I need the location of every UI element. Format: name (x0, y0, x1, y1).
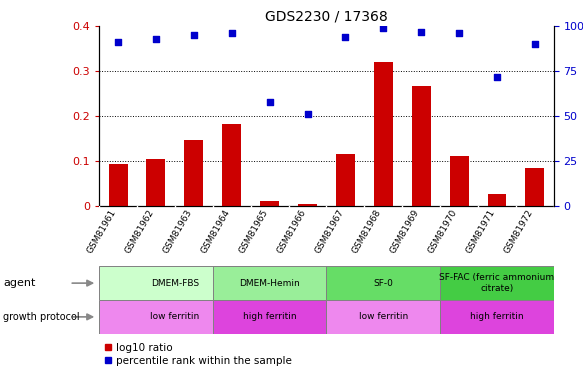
Point (492, 74, 501, 80)
Point (189, 32, 198, 38)
Bar (525, 168, 545, 206)
Point (340, 34, 350, 40)
Bar (440, 300, 554, 334)
Text: SF-FAC (ferric ammonium
citrate): SF-FAC (ferric ammonium citrate) (440, 273, 554, 293)
Bar (222, 124, 241, 206)
Point (379, 25, 388, 31)
Bar (449, 156, 469, 206)
Text: SF-0: SF-0 (373, 279, 394, 288)
Text: GSM81972: GSM81972 (503, 208, 535, 255)
Point (416, 28, 426, 34)
Bar (374, 62, 393, 206)
Point (227, 30, 237, 36)
Bar (326, 266, 440, 300)
Point (303, 111, 312, 117)
Bar (99, 300, 251, 334)
Text: GSM81964: GSM81964 (199, 208, 232, 255)
Text: GSM81968: GSM81968 (351, 208, 384, 255)
Bar (298, 204, 317, 206)
Text: low ferritin: low ferritin (359, 312, 408, 321)
Text: GSM81966: GSM81966 (275, 208, 308, 255)
Text: GSM81971: GSM81971 (465, 208, 497, 255)
Point (151, 36, 160, 42)
Bar (213, 266, 326, 300)
Point (113, 39, 123, 45)
Bar (487, 194, 507, 206)
Bar (260, 201, 279, 206)
Bar (99, 266, 251, 300)
Bar (184, 140, 203, 206)
Text: DMEM-Hemin: DMEM-Hemin (239, 279, 300, 288)
Bar (326, 300, 440, 334)
Bar (213, 300, 326, 334)
Text: GSM81965: GSM81965 (237, 208, 269, 255)
Text: low ferritin: low ferritin (150, 312, 199, 321)
Text: GSM81963: GSM81963 (161, 208, 194, 255)
Legend: log10 ratio, percentile rank within the sample: log10 ratio, percentile rank within the … (104, 343, 292, 366)
Text: GSM81961: GSM81961 (86, 208, 118, 255)
Text: growth protocol: growth protocol (3, 312, 79, 322)
Text: GSM81967: GSM81967 (313, 208, 345, 255)
Point (454, 30, 463, 36)
Point (530, 41, 539, 47)
Bar (440, 266, 554, 300)
Text: high ferritin: high ferritin (470, 312, 524, 321)
Text: GSM81962: GSM81962 (124, 208, 156, 255)
Text: GSM81969: GSM81969 (389, 208, 421, 255)
Bar (412, 86, 431, 206)
Title: GDS2230 / 17368: GDS2230 / 17368 (265, 10, 388, 24)
Text: DMEM-FBS: DMEM-FBS (151, 279, 199, 288)
Text: GSM81970: GSM81970 (427, 208, 459, 255)
Point (265, 99, 274, 105)
Bar (108, 164, 128, 206)
Text: high ferritin: high ferritin (243, 312, 296, 321)
Text: agent: agent (3, 278, 36, 288)
Bar (146, 159, 166, 206)
Bar (336, 154, 355, 206)
